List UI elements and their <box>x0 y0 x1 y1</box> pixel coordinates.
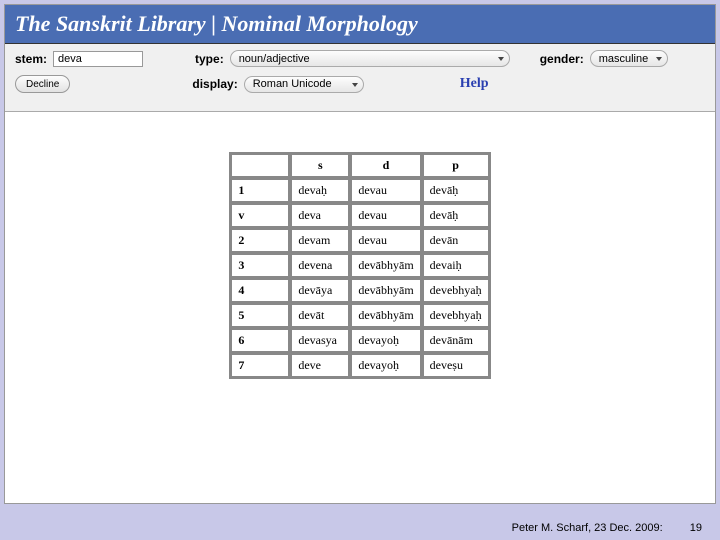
cell: devayoḥ <box>351 354 420 377</box>
row-case: 2 <box>231 229 289 252</box>
declension-table: s d p 1 devaḥ devau devāḥ v deva devau d… <box>229 152 490 379</box>
col-blank <box>231 154 289 177</box>
cell: deveṣu <box>423 354 489 377</box>
table-row: 5 devāt devābhyām devebhyaḥ <box>231 304 488 327</box>
page-title: The Sanskrit Library | Nominal Morpholog… <box>5 5 715 44</box>
row-case: 7 <box>231 354 289 377</box>
cell: deva <box>291 204 349 227</box>
col-plural: p <box>423 154 489 177</box>
table-container: s d p 1 devaḥ devau devāḥ v deva devau d… <box>5 152 715 379</box>
type-label: type: <box>195 52 224 66</box>
controls-panel: stem: type: noun/adjective gender: mascu… <box>5 44 715 112</box>
table-row: v deva devau devāḥ <box>231 204 488 227</box>
controls-row-2: Decline display: Roman Unicode Help <box>15 75 705 93</box>
decline-button[interactable]: Decline <box>15 75 70 93</box>
cell: devayoḥ <box>351 329 420 352</box>
help-link[interactable]: Help <box>460 76 489 92</box>
cell: devaiḥ <box>423 254 489 277</box>
cell: devāḥ <box>423 179 489 202</box>
cell: devābhyām <box>351 304 420 327</box>
col-singular: s <box>291 154 349 177</box>
table-header-row: s d p <box>231 154 488 177</box>
col-dual: d <box>351 154 420 177</box>
stem-label: stem: <box>15 52 47 66</box>
row-case: 5 <box>231 304 289 327</box>
cell: deve <box>291 354 349 377</box>
display-select[interactable]: Roman Unicode <box>244 76 364 93</box>
table-row: 2 devam devau devān <box>231 229 488 252</box>
cell: devābhyām <box>351 279 420 302</box>
row-case: 1 <box>231 179 289 202</box>
cell: devebhyaḥ <box>423 279 489 302</box>
type-select[interactable]: noun/adjective <box>230 50 510 67</box>
display-select-value: Roman Unicode <box>253 78 332 90</box>
cell: devau <box>351 179 420 202</box>
row-case: 6 <box>231 329 289 352</box>
cell: devāt <box>291 304 349 327</box>
cell: devān <box>423 229 489 252</box>
cell: devānām <box>423 329 489 352</box>
type-select-value: noun/adjective <box>239 53 310 65</box>
app-window: The Sanskrit Library | Nominal Morpholog… <box>4 4 716 504</box>
cell: devasya <box>291 329 349 352</box>
cell: devaḥ <box>291 179 349 202</box>
footer-credit: Peter M. Scharf, 23 Dec. 2009: <box>512 522 663 534</box>
cell: devam <box>291 229 349 252</box>
table-row: 7 deve devayoḥ deveṣu <box>231 354 488 377</box>
row-case: 4 <box>231 279 289 302</box>
table-body: 1 devaḥ devau devāḥ v deva devau devāḥ 2… <box>231 179 488 377</box>
table-row: 6 devasya devayoḥ devānām <box>231 329 488 352</box>
table-row: 1 devaḥ devau devāḥ <box>231 179 488 202</box>
cell: devebhyaḥ <box>423 304 489 327</box>
table-row: 4 devāya devābhyām devebhyaḥ <box>231 279 488 302</box>
cell: devau <box>351 204 420 227</box>
footer: Peter M. Scharf, 23 Dec. 2009: 19 <box>512 522 702 534</box>
cell: devābhyām <box>351 254 420 277</box>
gender-label: gender: <box>540 52 584 66</box>
footer-page: 19 <box>690 522 702 534</box>
gender-select[interactable]: masculine <box>590 50 668 67</box>
table-row: 3 devena devābhyām devaiḥ <box>231 254 488 277</box>
decline-button-label: Decline <box>26 79 59 90</box>
gender-select-value: masculine <box>599 53 649 65</box>
cell: devāḥ <box>423 204 489 227</box>
cell: devena <box>291 254 349 277</box>
row-case: 3 <box>231 254 289 277</box>
row-case: v <box>231 204 289 227</box>
stem-input[interactable] <box>53 51 143 67</box>
cell: devau <box>351 229 420 252</box>
cell: devāya <box>291 279 349 302</box>
controls-row-1: stem: type: noun/adjective gender: mascu… <box>15 50 705 67</box>
display-label: display: <box>192 77 237 91</box>
